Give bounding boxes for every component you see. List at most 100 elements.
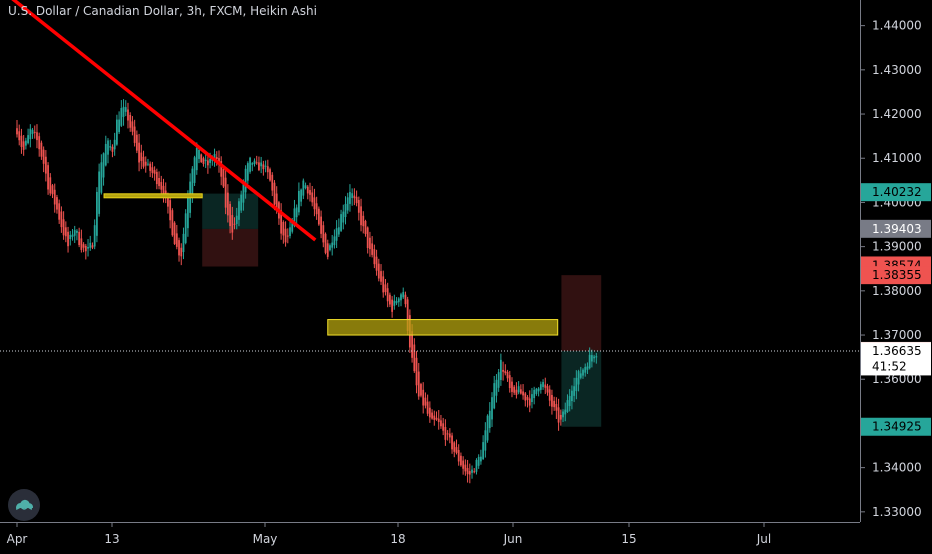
candle	[355, 196, 358, 204]
candle	[320, 216, 322, 234]
candle	[42, 149, 45, 164]
candle	[89, 242, 92, 248]
candle	[484, 430, 487, 451]
candle	[253, 160, 256, 164]
candle	[138, 142, 140, 163]
price-tick-label: 1.33000	[872, 505, 922, 519]
candle	[251, 163, 254, 165]
candle	[124, 107, 127, 112]
candle	[380, 271, 382, 282]
candle	[231, 215, 234, 233]
candle	[275, 193, 278, 211]
candle	[291, 220, 294, 232]
candle	[555, 403, 558, 411]
candle	[24, 140, 27, 146]
candle	[258, 162, 260, 171]
candle	[100, 162, 103, 193]
price-label-box	[861, 357, 931, 376]
time-tick-label: 15	[621, 532, 636, 546]
candle	[269, 169, 271, 181]
candle	[557, 407, 560, 423]
candle	[49, 177, 52, 194]
candle	[62, 219, 65, 236]
candle	[588, 354, 591, 369]
candle	[53, 189, 56, 205]
candle	[178, 240, 180, 256]
time-tick-label: 18	[390, 532, 405, 546]
candle	[402, 292, 405, 298]
candle	[582, 369, 584, 376]
candle	[244, 168, 247, 193]
candle	[353, 195, 356, 199]
candle	[289, 227, 291, 237]
candle	[224, 177, 227, 208]
candle	[264, 165, 267, 167]
candle	[226, 192, 229, 216]
time-tick-label: Jul	[756, 532, 771, 546]
candle	[96, 191, 98, 236]
candle	[315, 203, 318, 215]
candle	[515, 389, 518, 395]
candle	[411, 331, 413, 358]
candle	[313, 197, 316, 210]
candle	[144, 161, 147, 166]
candle	[293, 208, 296, 226]
candle	[240, 194, 243, 211]
candle	[335, 228, 338, 241]
candle	[369, 237, 371, 250]
candle	[180, 247, 183, 257]
candle	[393, 300, 396, 306]
candle	[260, 162, 263, 167]
candle	[153, 170, 156, 174]
candle	[337, 227, 340, 235]
candle	[215, 157, 218, 160]
candle	[526, 396, 529, 400]
candle	[151, 167, 154, 173]
candle	[233, 223, 236, 225]
candle	[182, 233, 185, 253]
candle	[331, 242, 334, 248]
candle	[67, 231, 69, 247]
candle	[586, 366, 589, 370]
candle	[47, 165, 49, 190]
candle	[455, 447, 458, 453]
candle	[559, 414, 562, 420]
candle	[340, 214, 342, 231]
candle	[539, 384, 542, 390]
candle	[155, 171, 158, 185]
candle	[20, 135, 23, 147]
position-target-zone	[561, 351, 602, 427]
candle	[317, 208, 320, 225]
candle	[58, 203, 61, 220]
candle	[406, 299, 409, 331]
candle	[122, 106, 125, 117]
candle	[242, 182, 245, 203]
price-label-box	[861, 219, 931, 238]
candle	[499, 359, 502, 380]
candle	[187, 197, 189, 229]
candle	[209, 158, 212, 163]
candle	[82, 244, 85, 248]
candle	[84, 245, 87, 252]
candle	[508, 375, 511, 389]
candle	[200, 154, 203, 163]
chart-title: U.S. Dollar / Canadian Dollar, 3h, FXCM,…	[8, 4, 317, 18]
price-label: 1.40232	[872, 185, 922, 199]
candle	[351, 193, 354, 198]
candle	[435, 417, 438, 420]
candle	[71, 234, 74, 237]
candle	[118, 119, 121, 133]
candle	[584, 366, 587, 373]
candle	[286, 235, 289, 237]
candle	[36, 132, 38, 141]
price-label-box	[861, 183, 931, 202]
tradingview-cloud-icon[interactable]	[8, 489, 40, 521]
candle	[306, 186, 309, 194]
candle	[528, 398, 531, 406]
candle	[271, 174, 274, 191]
candle	[346, 197, 349, 211]
candle	[366, 227, 369, 249]
candle	[202, 158, 205, 164]
